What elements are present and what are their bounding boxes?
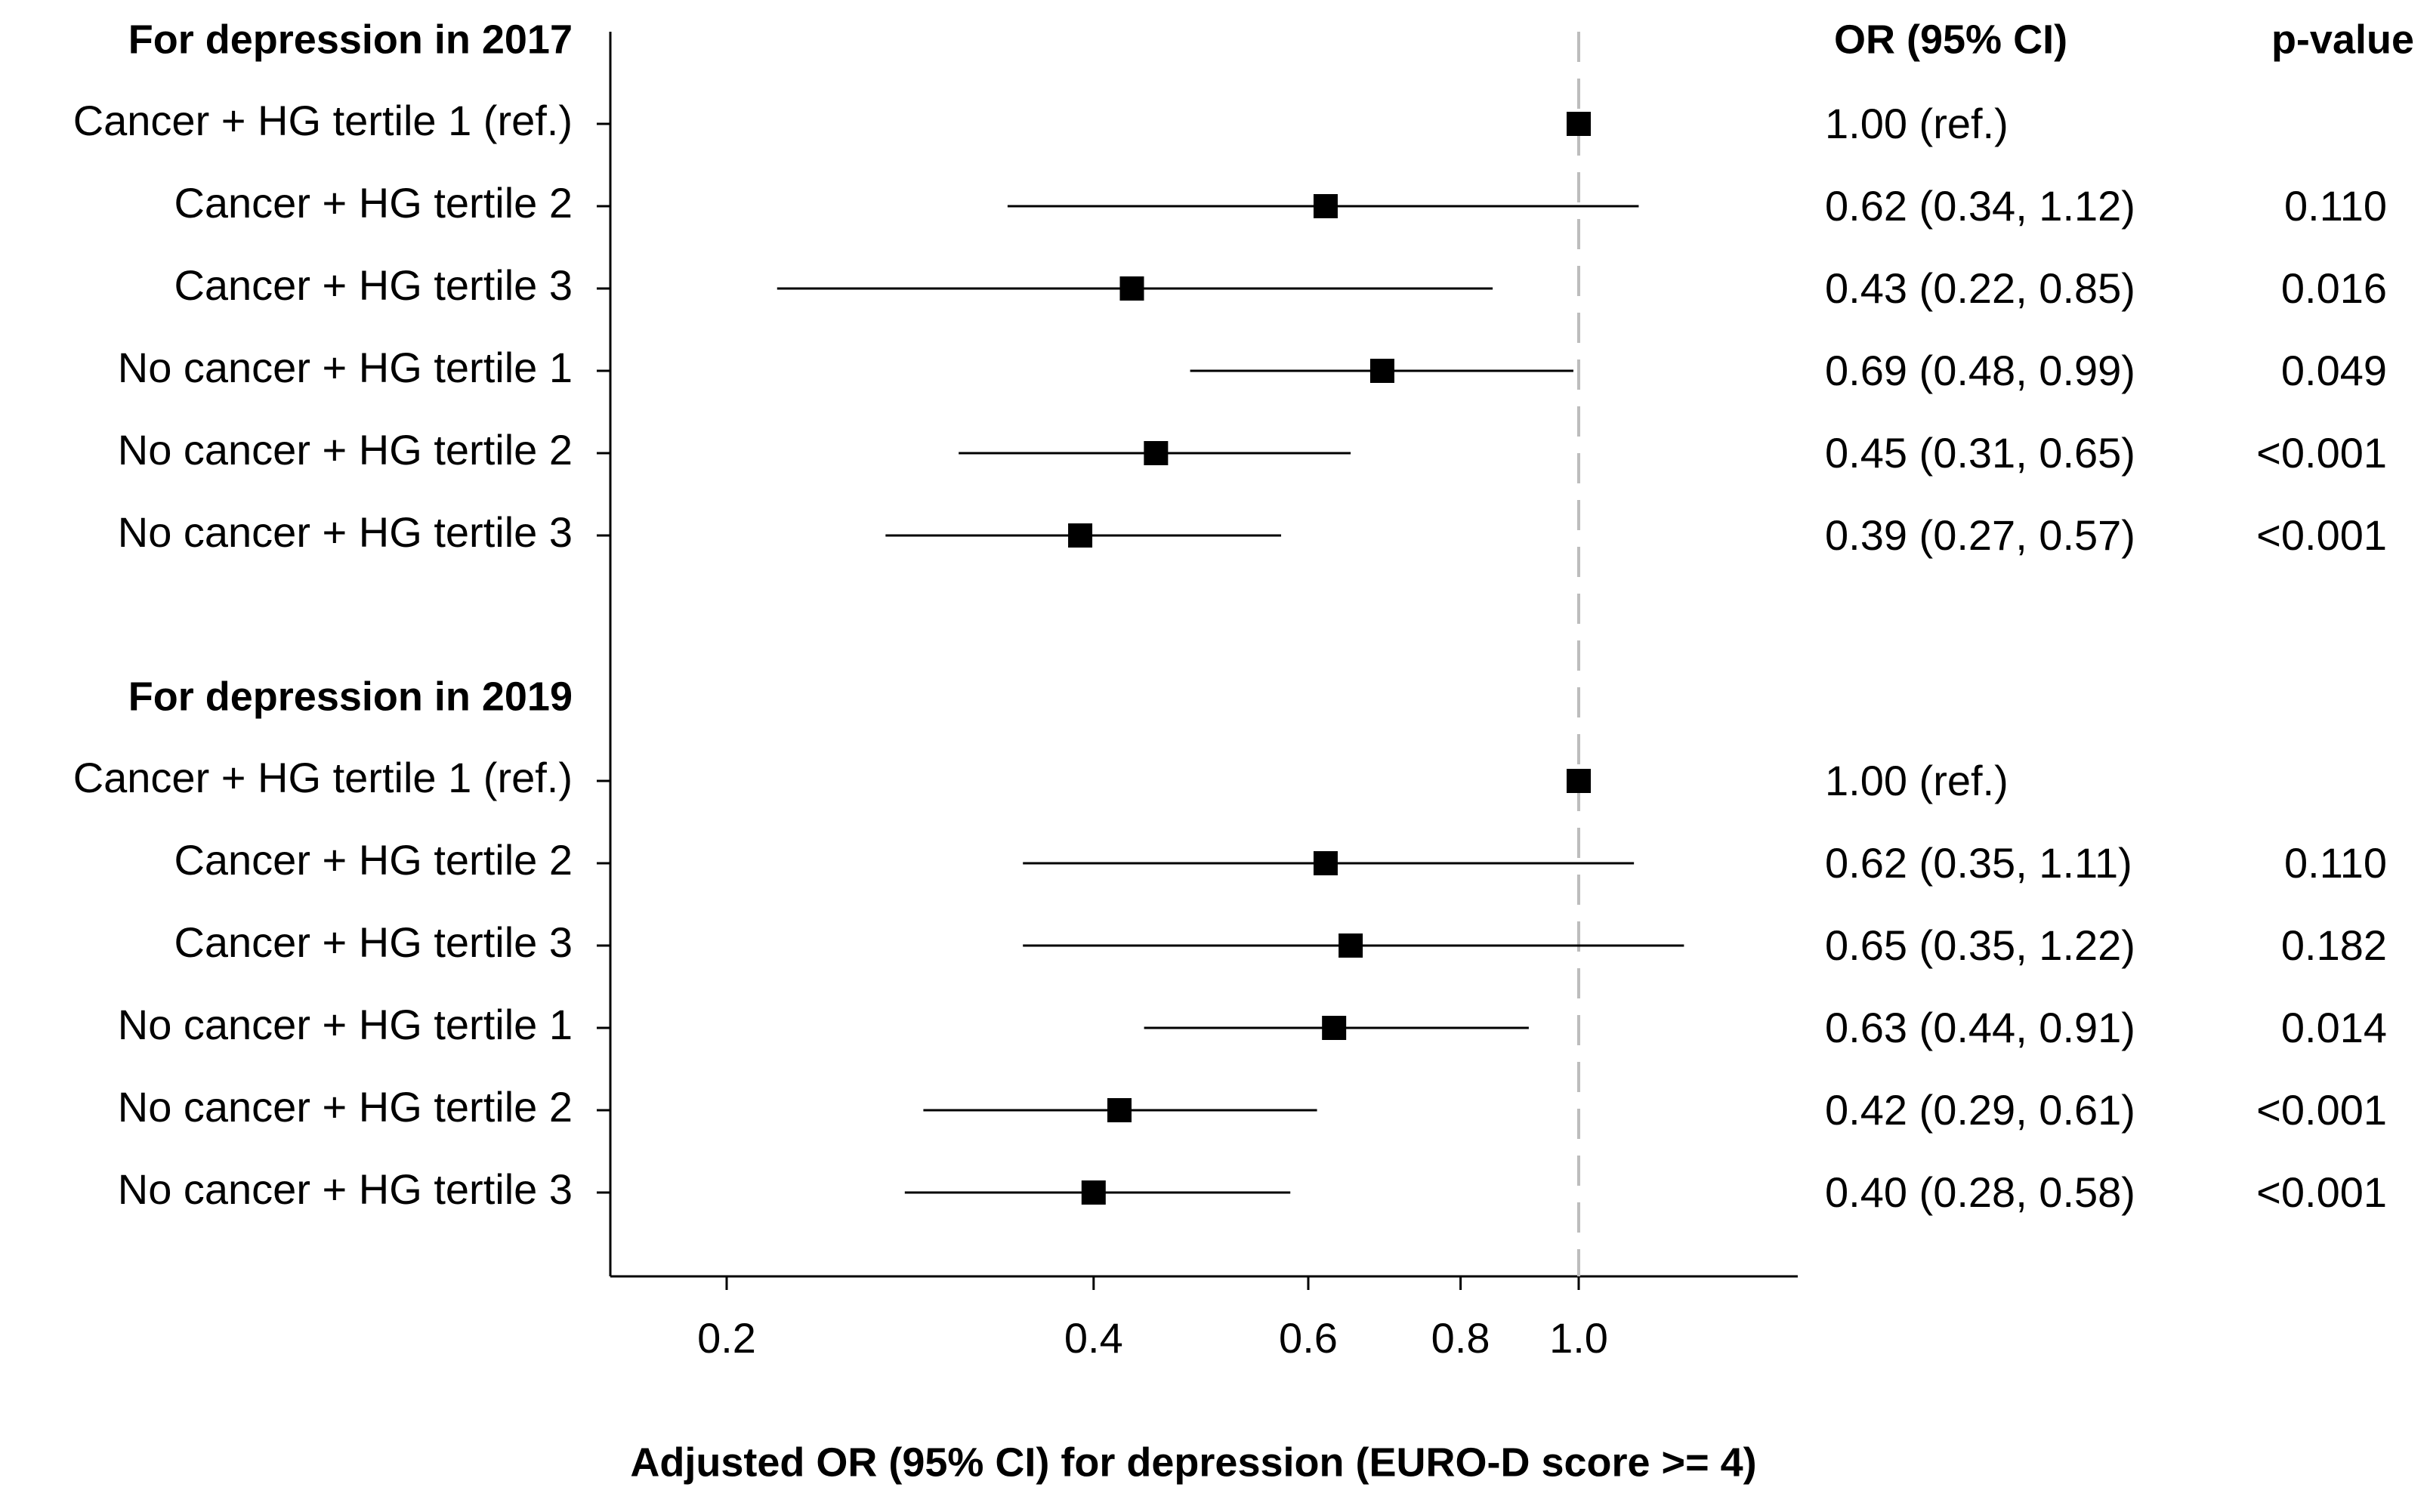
row-label: No cancer + HG tertile 1	[118, 1001, 573, 1048]
p-value: 0.016	[2281, 264, 2387, 312]
point-estimate	[1119, 276, 1144, 301]
or-value: 1.00 (ref.)	[1825, 100, 2009, 147]
group-title: For depression in 2019	[128, 674, 573, 719]
or-value: 0.62 (0.35, 1.11)	[1825, 839, 2132, 887]
row-label: No cancer + HG tertile 3	[118, 1165, 573, 1213]
or-value: 0.62 (0.34, 1.12)	[1825, 182, 2135, 230]
p-value: 0.182	[2281, 921, 2387, 969]
row-label: No cancer + HG tertile 2	[118, 426, 573, 474]
point-estimate	[1567, 769, 1591, 793]
x-tick-label: 0.6	[1279, 1314, 1338, 1362]
point-estimate	[1107, 1098, 1132, 1122]
row-label: Cancer + HG tertile 3	[174, 918, 573, 966]
p-value: 0.049	[2281, 347, 2387, 394]
row-label: Cancer + HG tertile 2	[174, 836, 573, 884]
point-estimate	[1322, 1016, 1347, 1040]
or-value: 0.43 (0.22, 0.85)	[1825, 264, 2135, 312]
or-value: 0.40 (0.28, 0.58)	[1825, 1168, 2135, 1216]
or-value: 0.69 (0.48, 0.99)	[1825, 347, 2135, 394]
p-value: 0.110	[2284, 839, 2387, 887]
row-label: Cancer + HG tertile 3	[174, 261, 573, 309]
x-axis-title: Adjusted OR (95% CI) for depression (EUR…	[630, 1439, 1756, 1485]
point-estimate	[1339, 933, 1363, 958]
point-estimate	[1144, 441, 1169, 465]
row-label: Cancer + HG tertile 2	[174, 179, 573, 227]
point-estimate	[1567, 112, 1591, 136]
or-value: 0.42 (0.29, 0.61)	[1825, 1086, 2135, 1134]
x-tick-label: 0.2	[697, 1314, 756, 1362]
p-value: <0.001	[2256, 1086, 2387, 1134]
or-value: 0.39 (0.27, 0.57)	[1825, 511, 2135, 559]
x-tick-label: 0.4	[1064, 1314, 1123, 1362]
or-value: 0.63 (0.44, 0.91)	[1825, 1004, 2135, 1051]
p-value: <0.001	[2256, 1168, 2387, 1216]
x-tick-label: 0.8	[1431, 1314, 1490, 1362]
x-tick-label: 1.0	[1549, 1314, 1608, 1362]
or-value: 0.45 (0.31, 0.65)	[1825, 429, 2135, 477]
group-title: For depression in 2017	[128, 17, 573, 62]
p-value: 0.110	[2284, 182, 2387, 230]
p-value: <0.001	[2256, 429, 2387, 477]
p-value: 0.014	[2281, 1004, 2387, 1051]
row-label: Cancer + HG tertile 1 (ref.)	[73, 97, 573, 144]
or-value: 0.65 (0.35, 1.22)	[1825, 921, 2135, 969]
point-estimate	[1369, 359, 1394, 383]
row-label: No cancer + HG tertile 3	[118, 508, 573, 556]
point-estimate	[1313, 194, 1338, 218]
or-column-header: OR (95% CI)	[1834, 17, 2067, 62]
row-label: No cancer + HG tertile 1	[118, 344, 573, 391]
point-estimate	[1081, 1180, 1106, 1205]
p-value-column-header: p-value	[2271, 17, 2414, 62]
point-estimate	[1313, 851, 1338, 875]
point-estimate	[1068, 523, 1093, 548]
p-value: <0.001	[2256, 511, 2387, 559]
or-value: 1.00 (ref.)	[1825, 757, 2009, 804]
row-label: No cancer + HG tertile 2	[118, 1083, 573, 1131]
row-label: Cancer + HG tertile 1 (ref.)	[73, 754, 573, 801]
